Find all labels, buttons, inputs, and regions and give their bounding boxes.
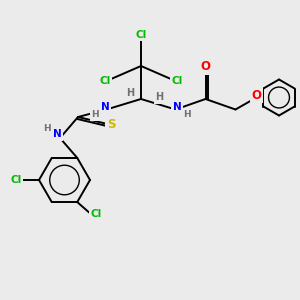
Text: N: N	[52, 129, 62, 140]
Text: Cl: Cl	[135, 29, 147, 40]
Text: Cl: Cl	[99, 76, 111, 86]
Text: H: H	[155, 92, 163, 103]
Text: O: O	[200, 60, 211, 73]
Text: N: N	[100, 102, 109, 112]
Text: O: O	[251, 88, 262, 102]
Text: Cl: Cl	[171, 76, 183, 86]
Text: H: H	[43, 124, 50, 133]
Text: Cl: Cl	[90, 209, 101, 219]
Text: H: H	[91, 110, 99, 119]
Text: H: H	[126, 88, 135, 98]
Text: N: N	[172, 102, 182, 112]
Text: S: S	[107, 118, 115, 131]
Text: Cl: Cl	[10, 175, 22, 185]
Text: H: H	[183, 110, 191, 119]
